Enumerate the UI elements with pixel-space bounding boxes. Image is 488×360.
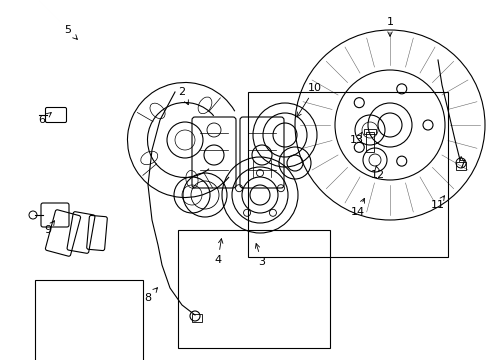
Text: 12: 12	[370, 166, 384, 180]
Text: 14: 14	[350, 198, 365, 217]
Text: 11: 11	[430, 196, 444, 210]
Bar	[35, 280, 142, 360]
Bar	[192, 314, 202, 322]
Text: 9: 9	[44, 221, 54, 235]
Text: 5: 5	[64, 25, 77, 39]
Text: 2: 2	[178, 87, 188, 105]
Text: 8: 8	[144, 288, 157, 303]
Text: 7: 7	[458, 157, 465, 170]
Text: 6: 6	[39, 113, 51, 125]
Bar	[363, 129, 375, 134]
Text: 13: 13	[349, 132, 363, 145]
Text: 1: 1	[386, 17, 393, 36]
Bar	[178, 230, 329, 348]
Bar	[365, 132, 373, 152]
Bar	[247, 92, 447, 257]
Text: 3: 3	[255, 243, 265, 267]
Bar	[455, 162, 465, 170]
Text: 4: 4	[214, 239, 223, 265]
Text: 10: 10	[296, 83, 321, 117]
